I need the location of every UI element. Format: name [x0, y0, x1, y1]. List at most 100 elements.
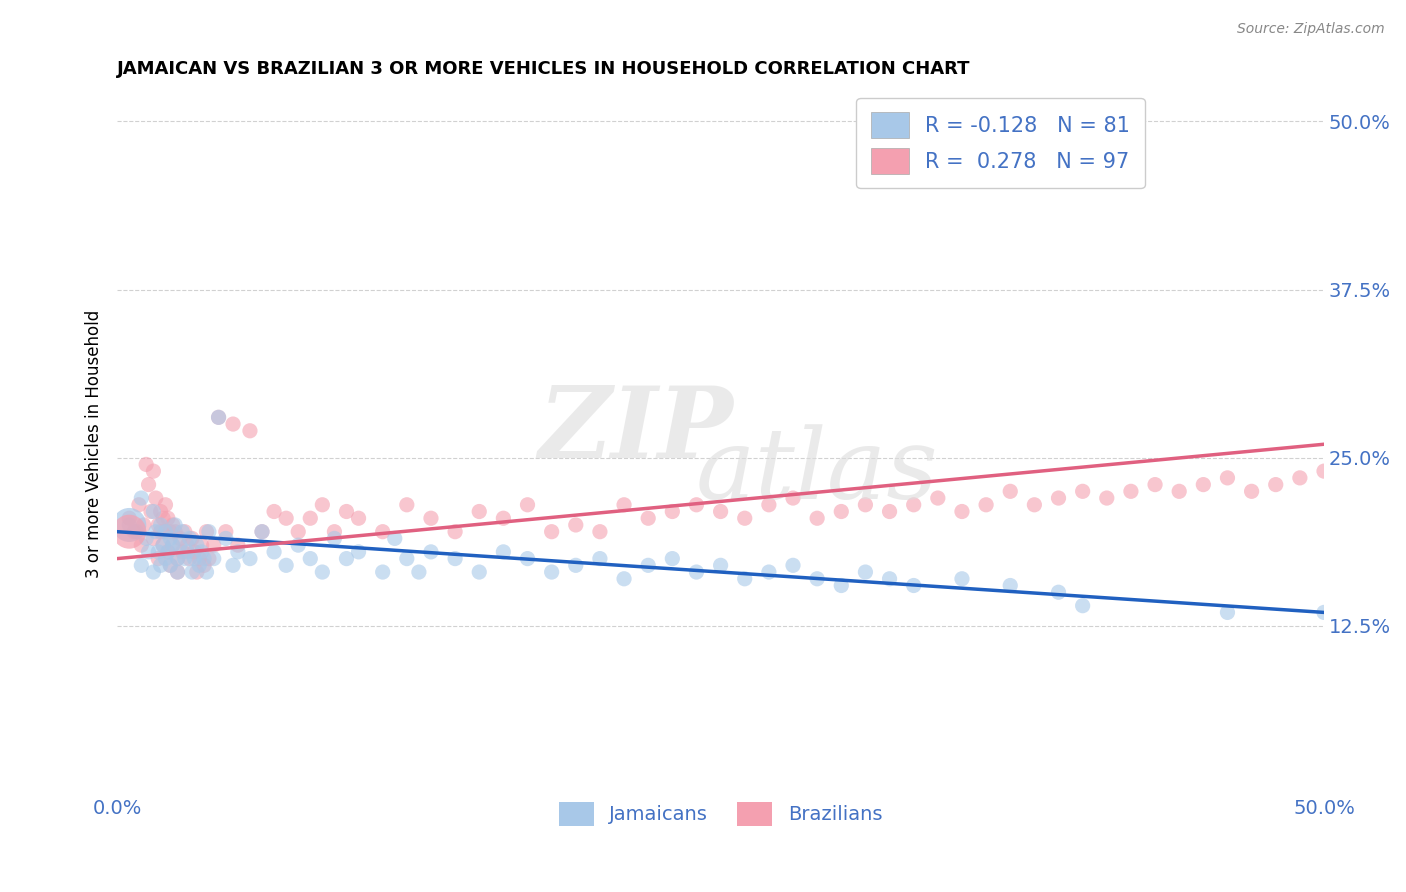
Point — [125, 524, 148, 539]
Point — [516, 498, 538, 512]
Point — [1313, 606, 1336, 620]
Point — [782, 491, 804, 505]
Point — [139, 504, 162, 518]
Legend: Jamaicans, Brazilians: Jamaicans, Brazilians — [551, 794, 890, 833]
Point — [202, 551, 225, 566]
Point — [565, 518, 588, 533]
Point — [239, 551, 262, 566]
Point — [347, 511, 370, 525]
Point — [371, 565, 394, 579]
Point — [661, 504, 683, 518]
Point — [135, 532, 157, 546]
Point — [927, 491, 949, 505]
Point — [589, 524, 612, 539]
Point — [1119, 484, 1142, 499]
Point — [162, 518, 184, 533]
Point — [156, 545, 179, 559]
Point — [166, 565, 188, 579]
Point — [710, 504, 733, 518]
Point — [516, 551, 538, 566]
Text: ZIP: ZIP — [538, 382, 734, 478]
Point — [903, 498, 925, 512]
Point — [148, 545, 170, 559]
Point — [540, 565, 562, 579]
Point — [132, 518, 155, 533]
Point — [444, 524, 467, 539]
Point — [159, 524, 181, 539]
Point — [1289, 471, 1312, 485]
Point — [1144, 477, 1167, 491]
Point — [468, 565, 491, 579]
Point — [155, 498, 177, 512]
Point — [169, 532, 191, 546]
Point — [118, 524, 141, 539]
Point — [165, 518, 187, 533]
Point — [540, 524, 562, 539]
Point — [420, 511, 443, 525]
Point — [335, 504, 357, 518]
Point — [122, 524, 145, 539]
Point — [239, 424, 262, 438]
Point — [222, 417, 245, 431]
Point — [183, 545, 205, 559]
Point — [589, 551, 612, 566]
Point — [131, 538, 153, 552]
Point — [710, 558, 733, 573]
Point — [162, 538, 184, 552]
Point — [188, 558, 211, 573]
Point — [226, 538, 249, 552]
Point — [142, 504, 165, 518]
Point — [1313, 464, 1336, 478]
Point — [492, 545, 515, 559]
Point — [172, 545, 194, 559]
Point — [149, 558, 172, 573]
Point — [128, 498, 150, 512]
Point — [637, 558, 659, 573]
Point — [155, 524, 177, 539]
Point — [613, 572, 636, 586]
Point — [193, 551, 215, 566]
Point — [145, 491, 167, 505]
Point — [142, 532, 165, 546]
Point — [1047, 491, 1070, 505]
Point — [263, 504, 285, 518]
Point — [420, 545, 443, 559]
Point — [323, 532, 346, 546]
Point — [155, 551, 177, 566]
Point — [198, 551, 221, 566]
Point — [159, 532, 181, 546]
Point — [159, 558, 181, 573]
Point — [468, 504, 491, 518]
Point — [830, 504, 852, 518]
Point — [159, 558, 181, 573]
Point — [950, 504, 973, 518]
Point — [181, 532, 204, 546]
Point — [782, 558, 804, 573]
Point — [1240, 484, 1263, 499]
Point — [1000, 484, 1022, 499]
Point — [165, 524, 187, 539]
Point — [226, 545, 249, 559]
Point — [1095, 491, 1118, 505]
Point — [613, 498, 636, 512]
Point — [198, 524, 221, 539]
Point — [1168, 484, 1191, 499]
Point — [1216, 471, 1239, 485]
Point — [148, 551, 170, 566]
Point — [149, 524, 172, 539]
Point — [903, 578, 925, 592]
Point — [186, 565, 208, 579]
Point — [250, 524, 273, 539]
Point — [145, 524, 167, 539]
Point — [131, 491, 153, 505]
Point — [118, 518, 141, 533]
Point — [190, 538, 212, 552]
Point — [311, 498, 333, 512]
Point — [222, 558, 245, 573]
Point — [173, 524, 195, 539]
Point — [371, 524, 394, 539]
Point — [149, 518, 172, 533]
Point — [176, 545, 198, 559]
Point — [685, 498, 707, 512]
Point — [173, 551, 195, 566]
